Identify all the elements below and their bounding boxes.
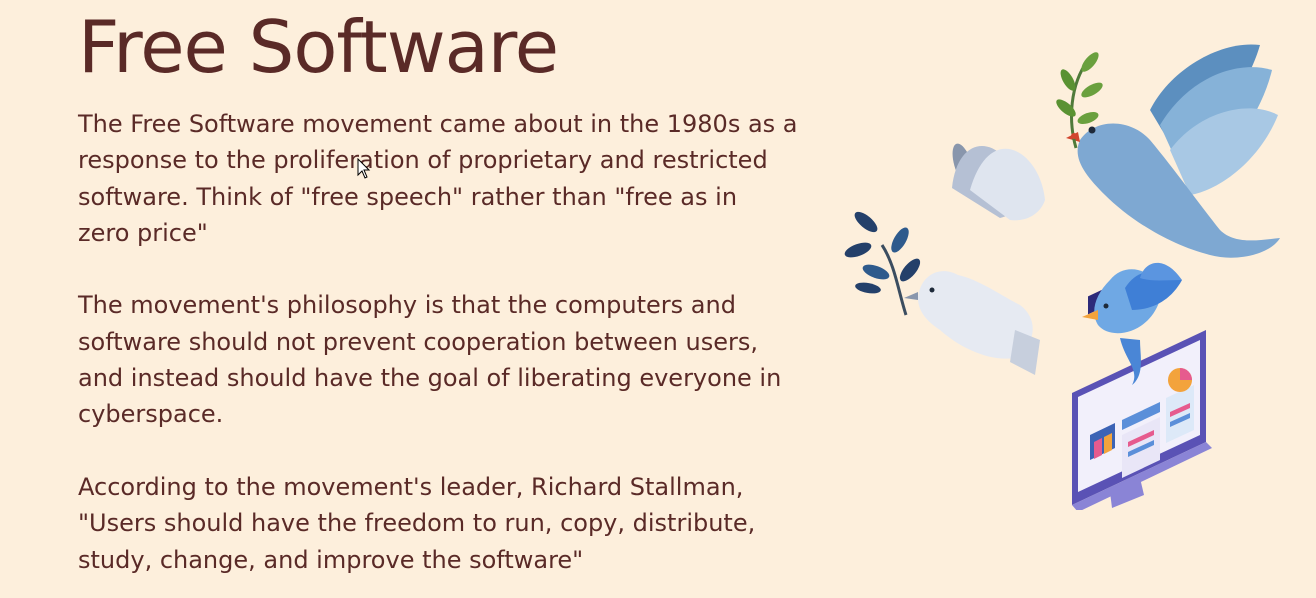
text-line: The movement's philosophy is that the co… [78,291,736,320]
text-line: "Users should have the freedom to run, c… [78,509,756,538]
text-line: zero price" [78,218,208,247]
text-line: The Free Software movement came about in… [78,110,798,138]
text-line: cyberspace. [78,400,224,429]
paragraph-origin: The Free Software movement came about in… [78,106,798,251]
paragraph-philosophy: The movement's philosophy is that the co… [78,287,798,432]
text-line: study, change, and improve the software" [78,545,584,574]
doves-illustration [844,44,1280,510]
dove-with-olive-branch-icon [1056,44,1280,258]
bluebird-icon [1082,262,1182,385]
slide-title: Free Software [78,5,559,89]
text-line: software. Think of "free speech" rather … [78,182,738,211]
text-line: and instead should have the goal of libe… [78,364,782,393]
computer-monitor-icon [1072,285,1212,510]
slide-body: The Free Software movement came about in… [78,106,798,578]
white-dove-icon [844,143,1045,375]
text-line: software should not prevent cooperation … [78,327,758,356]
text-line: response to the proliferation of proprie… [78,146,768,175]
mouse-cursor-icon [357,158,371,179]
paragraph-quote: According to the movement's leader, Rich… [78,469,798,578]
text-line: According to the movement's leader, Rich… [78,472,744,501]
